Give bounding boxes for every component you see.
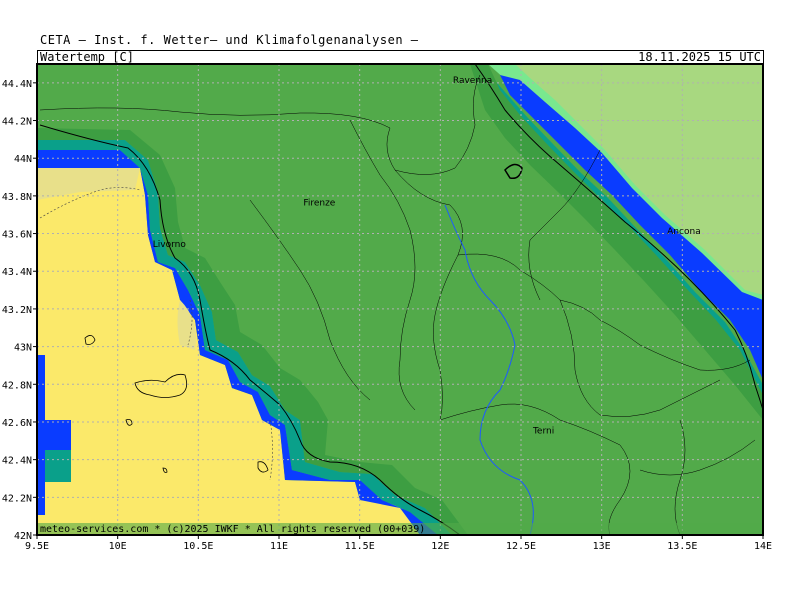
plot-frame [36,63,764,536]
graticule [37,64,763,535]
y-tick-label: 43.2N [2,305,32,316]
city-label: Livorno [153,240,187,250]
y-tick-label: 42.6N [2,418,32,429]
pale-zone-coast [177,300,196,350]
west-edge-blue-2 [45,420,71,450]
adriatic-band-blue [500,75,763,380]
island-capraia [84,335,96,345]
pale-zone-north [37,168,140,200]
tiber-river [444,204,534,535]
island-elba [134,373,188,398]
city-label: Ravenna [453,76,492,86]
lake-outline [504,163,523,180]
contour-line [187,299,193,346]
y-tick-label: 44.4N [2,79,32,90]
y-tick-label: 44.2N [2,117,32,128]
adriatic-band-dark [470,64,763,420]
x-tick-label: 12E [431,541,449,552]
adriatic-coastline [474,64,763,411]
island-pianosa [125,419,133,426]
datetime-label: 18.11.2025 15 UTC [638,50,761,64]
y-tick-label: 42.4N [2,456,32,467]
credit-strip [37,523,763,535]
x-tick-label: 12.5E [506,541,536,552]
credit-text: meteo-services.com * (c)2025 IWKF * All … [40,524,425,535]
x-tick-label: 10.5E [183,541,213,552]
x-tick-label: 11.5E [345,541,375,552]
city-label: Firenze [303,199,335,209]
region-borders [39,74,756,535]
x-tick-label: 11E [270,541,288,552]
contour-line [269,419,273,481]
west-edge-blue [37,355,45,515]
map-fields: Ravenna Firenze Livorno Ancona Terni meteo-s… [37,64,763,535]
y-tick-label: 43N [14,343,32,354]
info-bar: Watertemp [C] 18.11.2025 15 UTC [37,50,764,64]
y-tick-label: 42N [14,531,32,542]
city-label: Terni [532,426,554,436]
y-tick-label: 42.2N [2,493,32,504]
y-tick-label: 43.6N [2,230,32,241]
y-axis: 42N 42.2N 42.4N 42.6N 42.8N 43N 43.2N 43.4N 43.6… [2,79,37,542]
map-title: CETA — Inst. f. Wetter— und Klimafolgena… [40,33,419,47]
y-tick-label: 44N [14,154,32,165]
x-tick-label: 9.5E [25,541,49,552]
island-giglio [257,461,269,473]
x-tick-label: 14E [754,541,772,552]
tyrrhenian-warm-sea [37,168,420,535]
island-montecristo [162,467,168,473]
x-tick-label: 10E [109,541,127,552]
tyrrhenian-band-dark [37,128,468,535]
x-tick-label: 13E [593,541,611,552]
x-tick-label: 13.5E [667,541,697,552]
variable-label: Watertemp [C] [40,50,134,64]
y-tick-label: 43.8N [2,192,32,203]
y-tick-label: 43.4N [2,267,32,278]
y-tick-label: 42.8N [2,380,32,391]
city-labels: Ravenna Firenze Livorno Ancona Terni [153,76,701,436]
x-axis: 9.5E 10E 10.5E 11E 11.5E 12E 12.5E 13E 13.5E 14E [25,535,772,552]
city-label: Ancona [667,227,701,237]
tyrrhenian-coastline [39,124,461,535]
adriatic-sea [500,64,763,295]
